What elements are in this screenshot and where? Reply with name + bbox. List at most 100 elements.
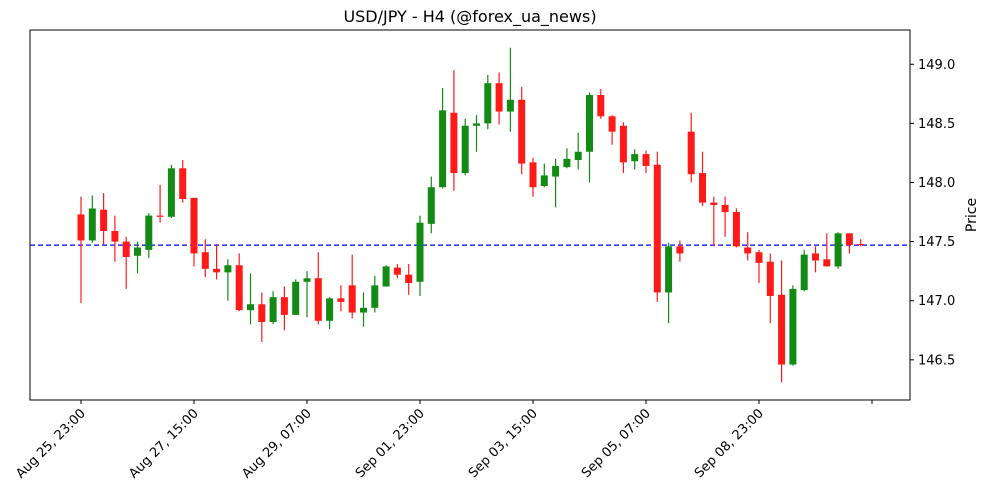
y-axis-label: Price xyxy=(964,198,980,232)
candle-body xyxy=(156,215,164,217)
candle xyxy=(461,118,469,176)
x-tick-label: Sep 03, 15:00 xyxy=(466,406,541,481)
candle xyxy=(371,275,379,313)
candle xyxy=(88,195,96,243)
candle xyxy=(145,213,153,259)
candle xyxy=(495,72,503,125)
candle-body xyxy=(393,267,401,275)
candle xyxy=(710,196,718,247)
candle xyxy=(665,242,673,324)
candle-body xyxy=(597,95,605,117)
candle xyxy=(721,196,729,237)
candle-body xyxy=(292,281,300,315)
candle-body xyxy=(586,95,593,152)
candle xyxy=(134,241,141,274)
candle-body xyxy=(371,285,379,308)
candle xyxy=(393,264,401,279)
candle-body xyxy=(88,208,96,241)
candle xyxy=(156,184,164,223)
candle-body xyxy=(495,83,503,112)
candle xyxy=(303,271,311,318)
candle-body xyxy=(529,162,537,188)
candle-body xyxy=(77,214,85,241)
candle-body xyxy=(506,99,514,112)
candle-body xyxy=(326,298,334,321)
candle-body xyxy=(134,247,141,256)
candle-body xyxy=(732,212,740,247)
candle-body xyxy=(303,278,311,282)
candle xyxy=(292,279,300,315)
candle xyxy=(416,215,424,296)
candles-layer xyxy=(30,47,910,383)
candle-body xyxy=(665,246,673,293)
candle xyxy=(699,151,706,207)
candle-body xyxy=(201,252,209,269)
candle xyxy=(269,291,277,325)
plot-frame xyxy=(29,29,911,401)
candle-body xyxy=(348,285,356,313)
candle xyxy=(179,160,187,203)
candle xyxy=(518,86,526,175)
y-tick-label: 148.0 xyxy=(918,176,955,191)
candle-body xyxy=(834,233,842,267)
candle xyxy=(224,259,232,301)
candle xyxy=(778,260,786,383)
candle xyxy=(348,254,356,319)
candle xyxy=(732,208,740,248)
candle xyxy=(744,232,752,261)
candle-body xyxy=(167,168,175,217)
candle xyxy=(100,193,108,246)
candle-body xyxy=(642,154,650,166)
candle-body xyxy=(744,247,752,254)
candle xyxy=(687,112,695,183)
candle-body xyxy=(653,164,661,293)
x-tick-label: Sep 01, 23:00 xyxy=(353,406,428,481)
candle-body xyxy=(450,112,458,174)
candle-body xyxy=(461,125,469,174)
candle-body xyxy=(484,83,492,124)
candle-body xyxy=(778,294,786,365)
x-tick-label: Aug 27, 15:00 xyxy=(126,406,202,482)
candle-body xyxy=(766,261,774,296)
candle-body xyxy=(224,265,232,273)
candle xyxy=(676,240,684,262)
candle-body xyxy=(699,173,706,203)
candle-body xyxy=(190,197,198,254)
candle xyxy=(800,249,808,292)
candle xyxy=(834,232,842,269)
candle xyxy=(201,239,209,278)
candle-body xyxy=(314,278,322,321)
x-tick-label: Sep 08, 23:00 xyxy=(692,406,767,481)
candle xyxy=(812,246,819,273)
y-tick-label: 146.5 xyxy=(918,353,955,368)
candle-body xyxy=(179,168,187,200)
candle-body xyxy=(269,297,277,322)
candle xyxy=(235,253,243,312)
candle-body xyxy=(823,259,831,267)
candle-body xyxy=(574,151,582,161)
candle-body xyxy=(122,241,130,257)
candle xyxy=(111,215,119,262)
x-tick-label: Sep 05, 07:00 xyxy=(579,406,654,481)
candle-body xyxy=(247,304,254,311)
candle xyxy=(631,149,639,170)
candle xyxy=(574,132,582,170)
candle xyxy=(755,249,763,283)
candle-body xyxy=(676,246,684,254)
candle xyxy=(190,197,198,267)
candle xyxy=(167,164,175,218)
candle xyxy=(529,157,537,197)
candle-body xyxy=(145,215,153,250)
y-tick-label: 148.5 xyxy=(918,117,955,132)
candle xyxy=(845,233,853,254)
candle-body xyxy=(608,116,616,132)
candle xyxy=(337,285,345,312)
candle xyxy=(450,70,458,191)
candle xyxy=(563,148,571,169)
candle-body xyxy=(235,265,243,311)
candle xyxy=(766,253,774,324)
x-tick-label: Aug 25, 23:00 xyxy=(13,406,89,482)
candle-body xyxy=(213,268,221,273)
candle xyxy=(258,292,266,343)
